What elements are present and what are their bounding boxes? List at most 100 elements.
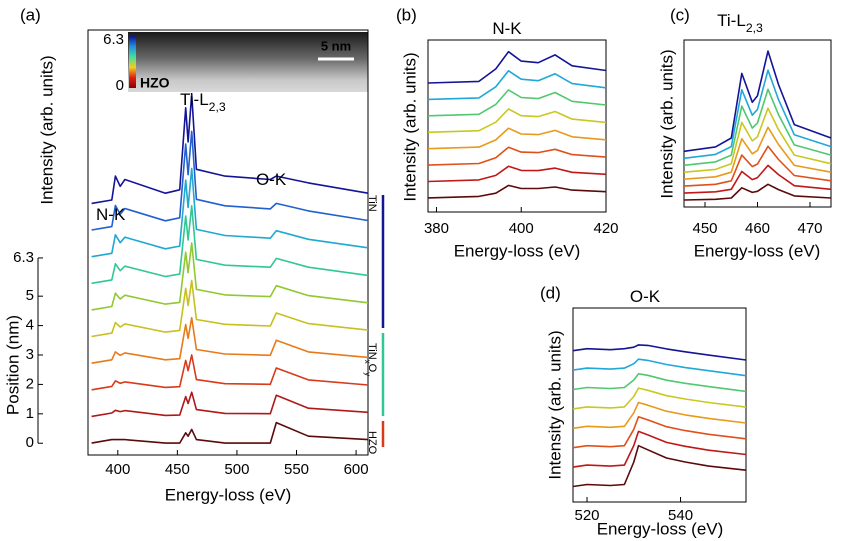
y2-axis-label: Position (nm)	[3, 315, 22, 415]
text-part: Ti-L	[180, 90, 209, 109]
subscript: 2,3	[746, 21, 763, 35]
spectrum-line	[91, 130, 369, 231]
y2-tick-label: 5	[26, 287, 34, 304]
inset-image	[128, 32, 368, 92]
x-tick-label: 520	[575, 507, 600, 524]
spectrum-line	[427, 50, 607, 84]
spectrum-line	[683, 107, 832, 173]
y2-tick-label: 2	[26, 375, 34, 392]
spectrum-line	[572, 444, 747, 488]
spectrum-line	[427, 70, 607, 101]
x-axis-label: Energy-loss (eV)	[165, 485, 292, 504]
inset-label: HZO	[140, 75, 170, 91]
peak-annotation: Ti-L2,3	[180, 90, 226, 114]
panel-title: O-K	[630, 287, 661, 306]
x-tick-label: 500	[224, 461, 249, 478]
y-axis-label: Intensity (arb. units)	[545, 330, 564, 479]
colorbar-tick-label: 6.3	[103, 31, 124, 48]
plot-frame	[572, 307, 747, 503]
spectrum-line	[572, 416, 747, 449]
panel-label: (d)	[540, 283, 561, 302]
region-label: HZO	[366, 431, 378, 455]
plot-frame	[427, 39, 607, 213]
text-part: TiN	[366, 195, 378, 212]
text-part: O-K	[630, 287, 661, 306]
spectrum-line	[427, 127, 607, 150]
text-part: N-K	[96, 205, 126, 224]
spectrum-line	[683, 164, 832, 194]
spectrum-line	[427, 108, 607, 134]
subscript: 2,3	[209, 100, 226, 114]
x-axis-label: Energy-loss (eV)	[694, 241, 821, 260]
text-part: O-K	[256, 170, 287, 189]
y2-tick-label: 4	[26, 317, 34, 334]
spectrum-line	[91, 317, 369, 364]
x-tick-label: 450	[165, 461, 190, 478]
subscript: y	[363, 372, 372, 376]
spectrum-line	[572, 430, 747, 468]
x-tick-label: 450	[692, 220, 717, 237]
y2-tick-label: 6.3	[13, 249, 34, 266]
panel-label: (c)	[670, 5, 690, 24]
spectrum-line	[683, 69, 832, 160]
spectrum-line	[683, 126, 832, 180]
scale-bar-label: 5 nm	[321, 38, 351, 53]
x-tick-label: 420	[593, 220, 618, 237]
subscript: x	[363, 360, 372, 364]
panel-label: (b)	[396, 5, 417, 24]
spectrum-line	[683, 145, 832, 187]
y2-tick-label: 1	[26, 405, 34, 422]
panel-title: N-K	[492, 19, 522, 38]
x-tick-label: 400	[105, 461, 130, 478]
peak-annotation: O-K	[256, 170, 287, 189]
spectrum-line	[572, 358, 747, 377]
y-axis-label: Intensity (arb. units)	[400, 52, 419, 201]
spectrum-line	[572, 387, 747, 410]
colorbar	[129, 36, 136, 88]
region-label: TiN	[366, 195, 378, 212]
text-part: Ti-L	[717, 11, 746, 30]
spectrum-line	[91, 242, 369, 311]
spectrum-line	[91, 421, 369, 444]
text-part: N-K	[492, 19, 522, 38]
x-axis-label: Energy-loss (eV)	[454, 241, 581, 260]
spectrum-line	[683, 50, 832, 153]
x-tick-label: 600	[344, 461, 369, 478]
x-tick-label: 380	[424, 220, 449, 237]
colorbar-tick-label: 0	[116, 77, 124, 94]
spectrum-line	[91, 167, 369, 258]
x-tick-label: 550	[284, 461, 309, 478]
spectrum-line	[572, 344, 747, 361]
text-part: HZO	[366, 431, 378, 455]
spectrum-line	[427, 165, 607, 183]
panel-title: Ti-L2,3	[717, 11, 763, 35]
spectrum-line	[91, 391, 369, 418]
plot-frame	[87, 29, 369, 456]
x-tick-label: 460	[745, 220, 770, 237]
spectrum-line	[683, 88, 832, 167]
spectrum-line	[427, 89, 607, 117]
x-tick-label: 400	[509, 220, 534, 237]
spectrum-line	[91, 354, 369, 391]
x-axis-label: Energy-loss (eV)	[597, 519, 724, 538]
spectrum-line	[683, 183, 832, 201]
stem-image	[128, 32, 368, 92]
spectrum-line	[572, 373, 747, 393]
x-tick-label: 540	[668, 507, 693, 524]
spectrum-line	[427, 184, 607, 199]
spectrum-line	[91, 93, 369, 205]
spectrum-line	[572, 401, 747, 430]
x-tick-label: 470	[797, 220, 822, 237]
text-part: O	[366, 364, 378, 373]
y-axis-label: Intensity (arb. units)	[37, 55, 56, 204]
peak-annotation: N-K	[96, 205, 126, 224]
y2-tick-label: 0	[26, 434, 34, 451]
panel-label: (a)	[20, 5, 41, 24]
y-axis-label: Intensity (arb. units)	[657, 49, 676, 198]
y2-tick-label: 3	[26, 346, 34, 363]
region-label: TiNxOy	[363, 343, 378, 376]
spectrum-line	[427, 146, 607, 166]
spectrum-line	[91, 279, 369, 338]
spectrum-line	[91, 205, 369, 285]
